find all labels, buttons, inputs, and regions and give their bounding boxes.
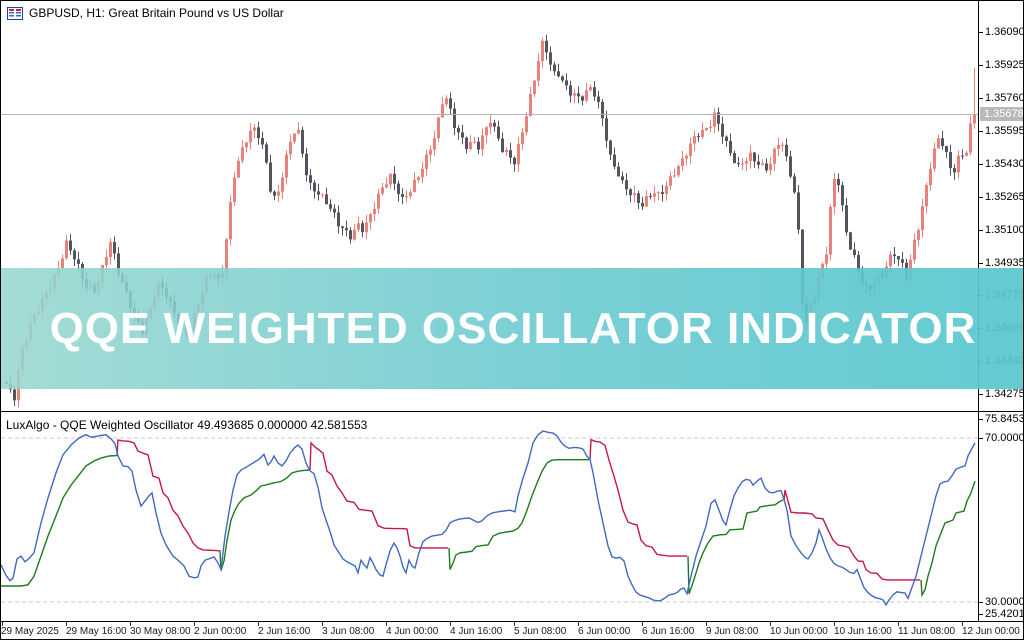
price-tick bbox=[979, 164, 983, 165]
time-tick bbox=[450, 622, 451, 626]
time-axis-label: 4 Jun 16:00 bbox=[450, 626, 503, 637]
price-tick bbox=[979, 197, 983, 198]
panel-separator-top[interactable] bbox=[1, 411, 1023, 412]
time-tick bbox=[642, 622, 643, 626]
oscillator-canvas[interactable] bbox=[1, 413, 978, 621]
time-axis-label: 4 Jun 00:00 bbox=[386, 626, 439, 637]
time-tick bbox=[258, 622, 259, 626]
symbol-title: GBPUSD, H1: Great Britain Pound vs US Do… bbox=[29, 6, 284, 20]
time-tick bbox=[514, 622, 515, 626]
price-axis-label: 1.34275 bbox=[985, 388, 1024, 400]
price-tick bbox=[979, 263, 983, 264]
price-tick bbox=[979, 98, 983, 99]
current-price-tag: 1.35678 bbox=[980, 107, 1023, 121]
price-tick bbox=[979, 230, 983, 231]
price-axis-label: 1.35265 bbox=[985, 191, 1024, 203]
osc-tick bbox=[979, 602, 983, 603]
time-axis-label: 3 Jun 08:00 bbox=[322, 626, 375, 637]
time-axis-label: 2 Jun 16:00 bbox=[258, 626, 311, 637]
osc-axis-label: 30.000000 bbox=[985, 596, 1023, 608]
price-axis-label: 1.34935 bbox=[985, 257, 1024, 269]
time-axis-label: 12 Jun 00:00 bbox=[962, 626, 1020, 637]
time-axis-label: 9 Jun 08:00 bbox=[706, 626, 759, 637]
time-axis-label: 6 Jun 00:00 bbox=[578, 626, 631, 637]
time-axis-label: 30 May 08:00 bbox=[130, 626, 191, 637]
chart-title-bar: GBPUSD, H1: Great Britain Pound vs US Do… bbox=[7, 6, 284, 20]
time-axis-label: 10 Jun 00:00 bbox=[770, 626, 828, 637]
price-tick bbox=[979, 32, 983, 33]
osc-tick bbox=[979, 614, 983, 615]
oscillator-axis[interactable]: 75.845335 70.000000 30.000000 25.420185 bbox=[979, 413, 1023, 622]
time-axis-label: 2 Jun 00:00 bbox=[194, 626, 247, 637]
time-tick bbox=[194, 622, 195, 626]
price-axis-label: 1.35100 bbox=[985, 224, 1024, 236]
oscillator-title: LuxAlgo - QQE Weighted Oscillator 49.493… bbox=[6, 418, 368, 432]
time-tick bbox=[962, 622, 963, 626]
banner-title: QQE WEIGHTED OSCILLATOR INDICATOR bbox=[49, 303, 977, 353]
price-tick bbox=[979, 65, 983, 66]
price-tick bbox=[979, 394, 983, 395]
time-axis-label: 5 Jun 08:00 bbox=[514, 626, 567, 637]
price-axis-label: 1.35925 bbox=[985, 59, 1024, 71]
time-axis-label: 11 Jun 08:00 bbox=[898, 626, 956, 637]
price-axis-label: 1.35595 bbox=[985, 125, 1024, 137]
time-tick bbox=[322, 622, 323, 626]
price-axis-label: 1.35760 bbox=[985, 92, 1024, 104]
time-tick bbox=[2, 622, 3, 626]
time-tick bbox=[386, 622, 387, 626]
time-tick bbox=[66, 622, 67, 626]
price-axis-label: 1.36090 bbox=[985, 26, 1024, 38]
panel-separator-bottom[interactable] bbox=[1, 621, 1023, 622]
time-axis-label: 10 Jun 16:00 bbox=[834, 626, 892, 637]
price-axis-label: 1.35430 bbox=[985, 158, 1024, 170]
osc-axis-label: 70.000000 bbox=[985, 432, 1023, 444]
time-axis[interactable]: 29 May 2025 29 May 16:00 30 May 08:00 2 … bbox=[1, 622, 1023, 639]
current-price-line bbox=[1, 114, 978, 115]
time-axis-label: 29 May 16:00 bbox=[66, 626, 127, 637]
chart-profile-icon bbox=[7, 6, 23, 20]
time-tick bbox=[706, 622, 707, 626]
time-axis-label: 29 May 2025 bbox=[1, 626, 59, 637]
price-tick bbox=[979, 131, 983, 132]
promo-banner: QQE WEIGHTED OSCILLATOR INDICATOR bbox=[1, 268, 1023, 389]
osc-axis-label: 75.845335 bbox=[985, 413, 1023, 425]
time-tick bbox=[770, 622, 771, 626]
osc-tick bbox=[979, 438, 983, 439]
time-tick bbox=[578, 622, 579, 626]
time-tick bbox=[130, 622, 131, 626]
time-tick bbox=[898, 622, 899, 626]
time-tick bbox=[834, 622, 835, 626]
time-axis-label: 6 Jun 16:00 bbox=[642, 626, 695, 637]
osc-axis-label: 25.420185 bbox=[985, 608, 1023, 620]
osc-tick bbox=[979, 419, 983, 420]
